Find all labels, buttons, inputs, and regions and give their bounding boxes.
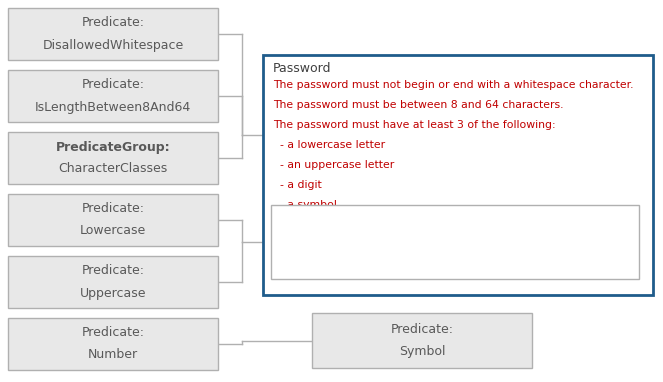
Text: Password: Password <box>273 63 332 76</box>
Text: Predicate:: Predicate: <box>82 264 145 277</box>
Text: Predicate:: Predicate: <box>82 327 145 340</box>
Text: Predicate:: Predicate: <box>391 323 453 336</box>
Bar <box>8 132 218 184</box>
Text: Lowercase: Lowercase <box>80 225 146 238</box>
Text: The password must be between 8 and 64 characters.: The password must be between 8 and 64 ch… <box>273 100 564 110</box>
Text: The password must not begin or end with a whitespace character.: The password must not begin or end with … <box>273 80 634 90</box>
Text: Predicate:: Predicate: <box>82 78 145 92</box>
Text: - a symbol: - a symbol <box>273 200 337 210</box>
Text: Symbol: Symbol <box>398 345 446 358</box>
Bar <box>8 8 218 60</box>
Text: - a lowercase letter: - a lowercase letter <box>273 140 385 150</box>
Text: - an uppercase letter: - an uppercase letter <box>273 160 394 170</box>
Bar <box>271 205 639 279</box>
Bar <box>8 194 218 246</box>
Text: PredicateGroup:: PredicateGroup: <box>56 141 170 154</box>
Text: Number: Number <box>88 348 138 361</box>
Text: Uppercase: Uppercase <box>80 286 147 299</box>
Text: CharacterClasses: CharacterClasses <box>58 162 168 175</box>
Text: - a digit: - a digit <box>273 180 322 190</box>
Text: Predicate:: Predicate: <box>82 202 145 215</box>
Text: DisallowedWhitespace: DisallowedWhitespace <box>42 39 184 52</box>
Bar <box>8 256 218 308</box>
Text: The password must have at least 3 of the following:: The password must have at least 3 of the… <box>273 120 556 130</box>
Text: Predicate:: Predicate: <box>82 16 145 29</box>
Text: IsLengthBetween8And64: IsLengthBetween8And64 <box>35 100 191 113</box>
Bar <box>8 70 218 122</box>
Bar <box>312 313 532 368</box>
Bar <box>263 55 653 295</box>
Bar <box>8 318 218 370</box>
